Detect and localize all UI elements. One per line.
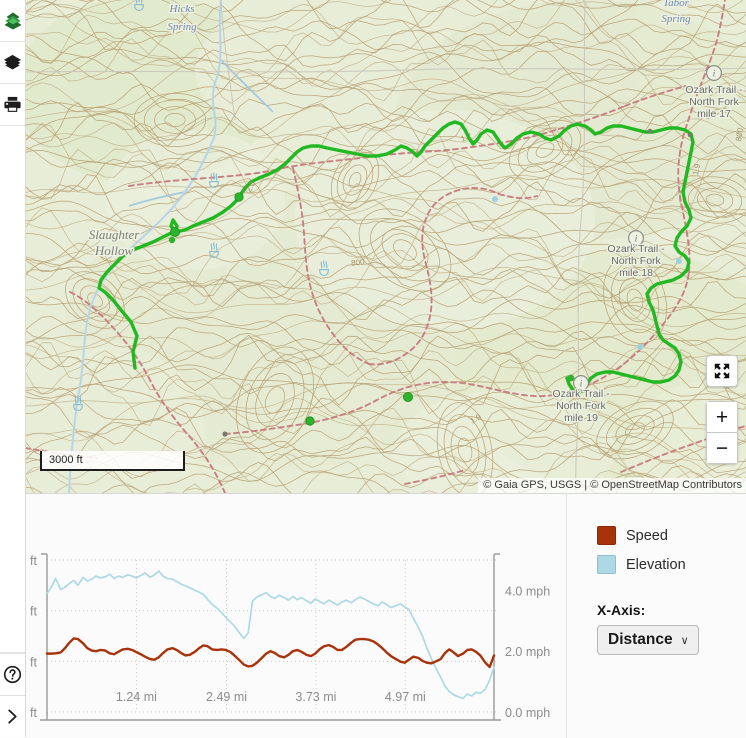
contour-label: 800: [734, 127, 745, 142]
layers-icon[interactable]: [0, 42, 25, 84]
map-label: mile 18: [619, 267, 653, 279]
map-label: Ozark Trail -: [685, 84, 743, 96]
print-icon[interactable]: [0, 84, 25, 126]
map-attribution: © Gaia GPS, USGS | © OpenStreetMap Contr…: [478, 478, 746, 493]
map-label: Hicks: [168, 3, 194, 15]
contour-label: 800: [351, 257, 366, 267]
gaia-logo-glyph: [4, 12, 21, 29]
expand-sidebar-icon[interactable]: [0, 696, 25, 737]
x-axis-tick: 3.73 mi: [295, 690, 336, 704]
x-axis-select[interactable]: Distance ∨: [597, 625, 699, 655]
svg-text:i: i: [713, 68, 716, 78]
chart-axis-lines: [40, 553, 501, 721]
map-label: Ozark Trail -: [607, 243, 665, 255]
toolbar-spacer: [0, 126, 25, 653]
legend-item-speed[interactable]: Speed: [597, 526, 746, 545]
map-label: Ozark Trail -: [552, 388, 610, 400]
map-scale-bar: 3000 ft: [40, 451, 185, 471]
map-label: North Fork: [611, 255, 661, 267]
map-label: mile 19: [564, 412, 598, 424]
map-scale-label: 3000 ft: [49, 454, 83, 466]
chart-line-speed: [45, 637, 496, 669]
layers-glyph: [3, 54, 22, 70]
map-label: Tabor: [663, 0, 690, 9]
help-icon[interactable]: [0, 653, 25, 696]
svg-text:i: i: [635, 233, 638, 243]
printer-glyph: [4, 96, 21, 112]
map-render: i i i Hicks Spring Tabor Spring Ozark Trail …: [25, 0, 746, 493]
speed-color-swatch: [597, 526, 616, 545]
map-label: North Fork: [556, 400, 606, 412]
zoom-in-label: +: [715, 405, 729, 429]
contour-label: 1.9: [691, 163, 702, 176]
y-axis-right-tick: 2.0 mph: [505, 645, 550, 659]
zoom-in-button[interactable]: +: [706, 401, 738, 433]
legend-label-speed: Speed: [626, 527, 668, 544]
y-axis-right-tick: 4.0 mph: [505, 584, 550, 598]
chart-series-layer: [45, 570, 496, 700]
map-label: Slaughter: [89, 227, 140, 242]
chart-legend-panel: Speed Elevation X-Axis: Distance ∨: [567, 494, 746, 738]
legend-label-elevation: Elevation: [626, 556, 686, 573]
map-label: Spring: [167, 21, 197, 33]
chevron-right-glyph: [8, 709, 17, 724]
x-axis-select-value: Distance: [608, 631, 673, 648]
left-toolbar: [0, 0, 26, 737]
zoom-controls: + −: [706, 401, 738, 464]
map-label: Spring: [661, 13, 691, 25]
x-axis-title: X-Axis:: [597, 602, 646, 618]
chart-gridlines: [47, 559, 496, 713]
map-canvas[interactable]: i i i Hicks Spring Tabor Spring Ozark Trail …: [25, 0, 746, 493]
y-axis-right-tick: 0.0 mph: [505, 706, 550, 720]
question-circle-glyph: [3, 665, 22, 684]
gaia-logo-icon[interactable]: [0, 0, 25, 42]
x-axis-tick: 2.49 mi: [206, 690, 247, 704]
elevation-color-swatch: [597, 555, 616, 574]
x-axis-tick: 4.97 mi: [385, 690, 426, 704]
svg-text:i: i: [580, 378, 583, 388]
x-axis-tick: 1.24 mi: [116, 690, 157, 704]
chart-line-elevation: [46, 570, 495, 700]
zoom-out-label: −: [715, 436, 729, 460]
fullscreen-icon[interactable]: [706, 355, 738, 387]
contour-label: 1.7: [460, 131, 474, 143]
chevron-down-icon: ∨: [680, 634, 689, 647]
map-label: North Fork: [689, 96, 739, 108]
fullscreen-glyph: [714, 363, 730, 379]
map-label: Hollow: [94, 243, 134, 258]
map-label: mile 17: [697, 108, 731, 120]
map-controls: + −: [706, 355, 738, 464]
zoom-out-button[interactable]: −: [706, 433, 738, 464]
legend-item-elevation[interactable]: Elevation: [597, 555, 746, 574]
